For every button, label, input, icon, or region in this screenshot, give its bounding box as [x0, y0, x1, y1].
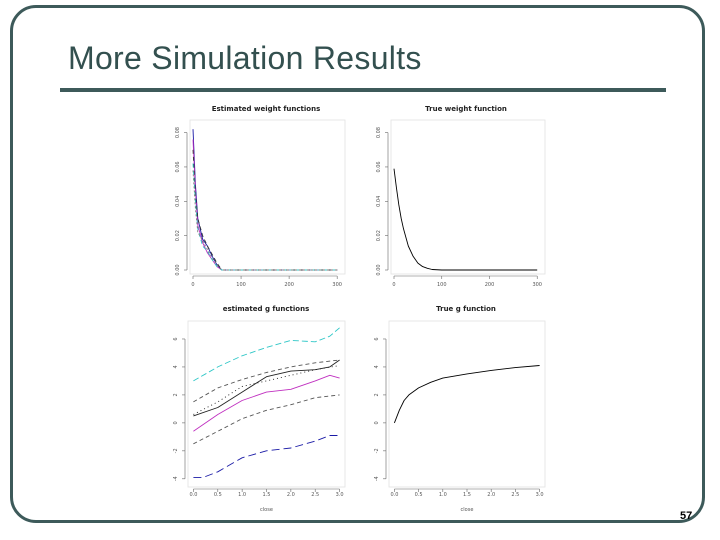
plot-area	[388, 320, 546, 488]
x-tick-label: 2.5	[311, 492, 319, 498]
y-tick-label: 2	[374, 393, 380, 396]
series-line-true	[393, 365, 540, 424]
plot-area	[390, 119, 546, 275]
series-line-run3	[192, 149, 338, 271]
y-tick-label: 0.06	[175, 161, 181, 172]
x-axis-label: close	[260, 507, 273, 513]
y-tick-label: 0.00	[376, 264, 382, 275]
x-tick-label: 100	[437, 282, 447, 288]
y-tick-label: -2	[173, 448, 179, 453]
panel-estimated-weight: Estimated weight functions 0.00 0.02 0.04 0.…	[175, 105, 346, 288]
x-tick-label: 1.0	[439, 492, 447, 498]
y-tick-label: 6	[173, 337, 179, 340]
x-tick-label: 200	[284, 282, 294, 288]
x-tick-label: 1.0	[238, 492, 246, 498]
series-line-black	[193, 359, 340, 417]
y-tick-label: 0	[173, 421, 179, 424]
chart-title: True weight function	[425, 105, 507, 113]
x-tick-label: 3.0	[336, 492, 344, 498]
y-tick-label: 6	[374, 337, 380, 340]
y-tick-label: 0.04	[376, 196, 382, 207]
plot-area	[187, 320, 346, 488]
x-tick-label: 1.5	[463, 492, 471, 498]
title-rule	[60, 88, 666, 92]
series-line-true	[393, 168, 538, 271]
series-line-run4	[192, 163, 338, 271]
y-tick-label: 0	[374, 421, 380, 424]
slide-title: More Simulation Results	[68, 40, 422, 76]
y-tick-label: 0.08	[175, 127, 181, 138]
chart-title: estimated g functions	[223, 305, 310, 313]
x-tick-label: 0.5	[214, 492, 222, 498]
series-line-blue	[193, 435, 340, 478]
series-line-magenta	[193, 374, 340, 432]
y-tick-label: 0.04	[175, 196, 181, 207]
x-tick-label: 2.0	[487, 492, 495, 498]
x-tick-label: 0	[191, 282, 194, 288]
series-line-gray-dash-mid	[193, 394, 340, 445]
y-tick-label: 4	[173, 365, 179, 368]
x-tick-label: 0.0	[390, 492, 398, 498]
x-tick-label: 0.5	[415, 492, 423, 498]
x-tick-label: 0.0	[189, 492, 197, 498]
y-tick-label: 0.02	[376, 230, 382, 241]
x-tick-label: 2.0	[287, 492, 295, 498]
y-tick-label: 0.06	[376, 161, 382, 172]
y-tick-label: 0.08	[376, 127, 382, 138]
series-line-gray-dash-top	[193, 359, 340, 403]
x-tick-label: 200	[485, 282, 495, 288]
chart-title: Estimated weight functions	[212, 105, 321, 113]
x-tick-label: 3.0	[536, 492, 544, 498]
panel-true-g: True g function -4 -2 0 2 4 6 0.0 0.5 1.0 1.5 2.0 2.…	[374, 305, 546, 513]
page-number: 57	[680, 510, 693, 522]
x-tick-label: 0	[392, 282, 395, 288]
y-tick-label: -4	[374, 476, 380, 481]
plot-area	[189, 119, 346, 275]
x-tick-label: 2.5	[511, 492, 519, 498]
x-axis-label: close	[461, 507, 474, 513]
x-tick-label: 300	[332, 282, 342, 288]
y-tick-label: 0.02	[175, 230, 181, 241]
series-line-cyan	[193, 327, 340, 382]
slide-frame	[10, 5, 705, 523]
y-tick-label: -2	[374, 448, 380, 453]
y-tick-label: 2	[173, 393, 179, 396]
chart-title: True g function	[436, 305, 496, 313]
panel-true-weight: True weight function 0.00 0.02 0.04 0.06 0.08…	[376, 105, 546, 288]
y-tick-label: -4	[173, 476, 179, 481]
y-tick-label: 0.00	[175, 264, 181, 275]
y-tick-label: 4	[374, 365, 380, 368]
panel-estimated-g: estimated g functions -4 -2 0 2 4 6 0.0 0.5 1.0 1.…	[173, 305, 346, 513]
series-line-run5	[192, 170, 338, 271]
x-tick-label: 1.5	[263, 492, 271, 498]
x-tick-label: 100	[236, 282, 246, 288]
x-tick-label: 300	[532, 282, 542, 288]
